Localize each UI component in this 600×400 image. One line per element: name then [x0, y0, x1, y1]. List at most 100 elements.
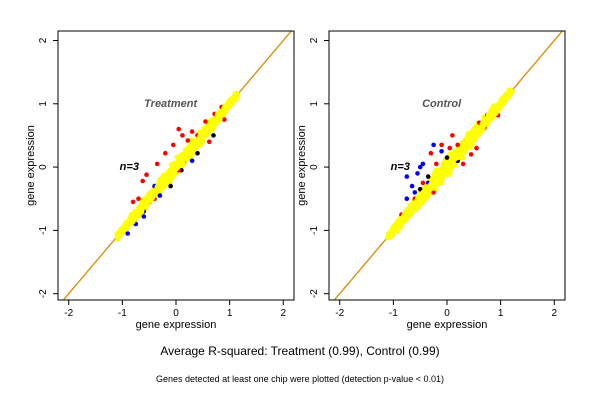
red-point [185, 138, 191, 143]
y-axis-label: gene expression [25, 125, 37, 206]
x-axis-label: gene expression [136, 319, 217, 331]
cloud-point [219, 113, 225, 119]
summary-caption: Average R-squared: Treatment (0.99), Con… [160, 344, 440, 358]
cloud-point [221, 104, 227, 110]
n-annotation: n=3 [391, 161, 410, 173]
red-point [189, 129, 195, 134]
cloud-point [405, 212, 411, 219]
blue-point [404, 196, 410, 201]
cloud-point [139, 205, 145, 212]
cloud-point [462, 142, 468, 148]
cloud-point [465, 132, 470, 137]
cloud-point [160, 180, 166, 186]
red-point [431, 190, 436, 195]
y-tick-label: 1 [38, 101, 49, 107]
cloud-point [446, 165, 452, 171]
cloud-point [152, 189, 158, 196]
cloud-point [457, 151, 463, 157]
blue-point [157, 193, 163, 198]
blue-point [415, 171, 420, 176]
cloud-point [387, 234, 393, 239]
cloud-point [448, 158, 454, 164]
red-point [136, 196, 141, 201]
red-point [207, 139, 212, 145]
black-point [425, 174, 431, 179]
cloud-point [409, 202, 415, 209]
red-point [434, 161, 439, 167]
cloud-point [420, 192, 426, 198]
cloud-point [229, 96, 235, 102]
red-point [171, 142, 176, 148]
x-tick-label: 2 [280, 308, 286, 319]
panel-title: Control [422, 98, 462, 110]
footnote-caption: Genes detected at least one chip were pl… [156, 374, 444, 384]
x-tick-label: -2 [335, 308, 344, 319]
cloud-point [493, 105, 499, 112]
cloud-point [192, 141, 199, 147]
y-tick-label: 1 [309, 101, 320, 107]
cloud-point [483, 119, 489, 125]
x-axis-label: gene expression [407, 319, 488, 331]
cloud-point [488, 113, 494, 119]
blue-point [412, 190, 418, 195]
panel-title: Treatment [144, 98, 198, 110]
cloud-point [130, 215, 137, 221]
cloud-point [181, 153, 187, 159]
y-tick-label: -1 [309, 225, 320, 234]
red-point [450, 133, 455, 138]
y-tick-label: -2 [38, 289, 49, 298]
x-tick-label: -1 [389, 308, 398, 319]
cloud-point [460, 155, 466, 161]
red-point [180, 133, 185, 138]
red-point [474, 145, 479, 151]
cloud-point [234, 90, 240, 96]
panel-treatment: -2 -1 0 1 2 -2 -1 0 1 2 gene expression gene expres… [25, 30, 295, 331]
cloud-point [214, 114, 220, 120]
blue-point [141, 214, 147, 219]
cloud-point [146, 194, 152, 200]
data-layer [62, 31, 293, 300]
cloud-point [228, 100, 234, 106]
red-point [447, 145, 453, 151]
red-point [163, 150, 168, 156]
y-tick-label: 2 [309, 37, 320, 43]
cloud-point [476, 125, 483, 131]
cloud-point [431, 171, 437, 177]
y-axis-label: gene expression [296, 125, 308, 206]
cloud-point [188, 145, 195, 151]
x-tick-label: 0 [444, 308, 450, 319]
red-point [428, 150, 434, 156]
x-tick-label: 2 [551, 308, 557, 319]
cloud-point [453, 153, 459, 159]
cloud-point [134, 210, 140, 216]
black-point [211, 133, 216, 138]
red-point [455, 142, 461, 148]
cloud-point [120, 225, 126, 231]
red-point [460, 161, 466, 167]
cloud-point [170, 166, 176, 173]
cloud-point [422, 187, 428, 193]
red-point [176, 126, 181, 132]
cloud-point [174, 162, 180, 168]
red-point [468, 152, 474, 157]
y-tick-label: 2 [38, 37, 49, 43]
red-point [203, 119, 208, 124]
cloud-point [506, 87, 512, 93]
x-tick-label: 1 [227, 308, 233, 319]
red-point [222, 117, 227, 122]
y-tick-label: 0 [38, 164, 49, 170]
blue-point [420, 161, 426, 167]
data-layer [333, 31, 564, 300]
black-point [444, 155, 450, 160]
black-point [417, 186, 423, 192]
cloud-point [125, 221, 131, 228]
cloud-point [473, 129, 479, 135]
cloud-point [432, 177, 439, 183]
red-point [140, 178, 145, 184]
y-tick-label: -2 [309, 289, 320, 298]
blue-point [404, 174, 410, 179]
y-tick-label: -1 [38, 225, 49, 234]
n-annotation: n=3 [120, 161, 139, 173]
red-point [130, 199, 136, 205]
